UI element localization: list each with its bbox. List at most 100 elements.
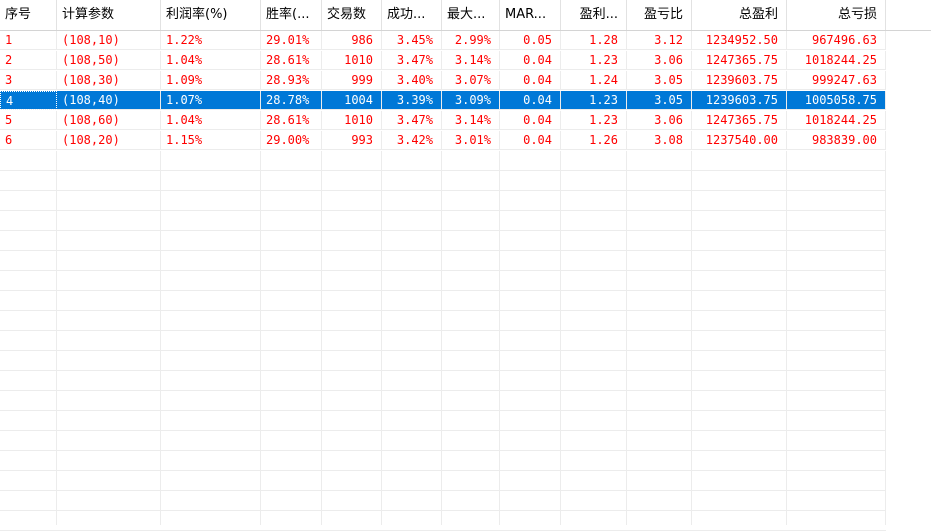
column-header-index[interactable]: 序号 <box>0 0 57 30</box>
grid-line <box>441 151 442 525</box>
table-cell: 3.05 <box>627 71 692 90</box>
grid-line <box>691 151 692 525</box>
table-cell: 0.04 <box>500 71 561 90</box>
column-header-params[interactable]: 计算参数 <box>57 0 161 30</box>
grid-line <box>160 151 161 525</box>
grid-line <box>260 151 261 525</box>
grid-line <box>0 470 886 471</box>
column-header-profit-rate[interactable]: 利润率(%) <box>161 0 261 30</box>
table-cell: 3.07% <box>442 71 500 90</box>
grid-line <box>0 250 886 251</box>
grid-line <box>0 170 886 171</box>
header-filler <box>886 0 931 31</box>
column-header-profit[interactable]: 盈利... <box>561 0 627 30</box>
grid-line <box>381 151 382 525</box>
table-cell: 2 <box>0 51 57 70</box>
table-cell: 3.14% <box>442 51 500 70</box>
table-cell: (108,20) <box>57 131 161 150</box>
table-cell: 0.04 <box>500 51 561 70</box>
table-cell: 1 <box>0 31 57 50</box>
table-row[interactable]: 5 (108,60) 1.04% 28.61% 1010 3.47% 3.14% 0.04 1.… <box>0 111 886 130</box>
table-cell: 999 <box>322 71 382 90</box>
column-header-total-profit[interactable]: 总盈利 <box>692 0 787 30</box>
grid-line <box>321 151 322 525</box>
table-cell: 1.23 <box>561 91 627 110</box>
column-header-win-rate[interactable]: 胜率(... <box>261 0 322 30</box>
table-cell: 1.07% <box>161 91 261 110</box>
column-header-profit-loss-ratio[interactable]: 盈亏比 <box>627 0 692 30</box>
table-cell: 3.40% <box>382 71 442 90</box>
table-cell: 3.12 <box>627 31 692 50</box>
table-cell: 3.39% <box>382 91 442 110</box>
table-cell: 3.09% <box>442 91 500 110</box>
table-cell: 1.26 <box>561 131 627 150</box>
grid-line <box>0 430 886 431</box>
table-cell: 1239603.75 <box>692 71 787 90</box>
table-cell: 999247.63 <box>787 71 886 90</box>
table-row[interactable]: 3 (108,30) 1.09% 28.93% 999 3.40% 3.07% 0.04 1.2… <box>0 71 886 90</box>
grid-header: 序号 计算参数 利润率(%) 胜率(... 交易数 成功... 最大... MA… <box>0 0 886 31</box>
grid-line <box>0 210 886 211</box>
column-header-success[interactable]: 成功... <box>382 0 442 30</box>
table-cell: 3.06 <box>627 111 692 130</box>
table-cell: 1.23 <box>561 111 627 130</box>
table-row[interactable]: 4 (108,40) 1.07% 28.78% 1004 3.39% 3.09% 0.04 1.… <box>0 91 886 110</box>
grid-line <box>786 151 787 525</box>
table-cell: 993 <box>322 131 382 150</box>
table-cell: 28.78% <box>261 91 322 110</box>
grid-line <box>56 151 57 525</box>
table-cell: 28.93% <box>261 71 322 90</box>
table-cell: 1.24 <box>561 71 627 90</box>
grid-line <box>885 151 886 525</box>
table-cell: 1.23 <box>561 51 627 70</box>
table-cell: 3.45% <box>382 31 442 50</box>
table-row[interactable]: 6 (108,20) 1.15% 29.00% 993 3.42% 3.01% 0.04 1.2… <box>0 131 886 150</box>
table-cell: 3.06 <box>627 51 692 70</box>
table-cell: 1234952.50 <box>692 31 787 50</box>
grid-line <box>0 270 886 271</box>
table-cell: (108,60) <box>57 111 161 130</box>
grid-line <box>0 370 886 371</box>
table-cell: 2.99% <box>442 31 500 50</box>
grid-line <box>0 490 886 491</box>
table-cell: 1018244.25 <box>787 111 886 130</box>
table-cell: 4 <box>0 91 57 110</box>
table-cell: 1247365.75 <box>692 111 787 130</box>
column-header-max[interactable]: 最大... <box>442 0 500 30</box>
table-cell: 1.04% <box>161 51 261 70</box>
grid-line <box>0 450 886 451</box>
table-cell: 0.05 <box>500 31 561 50</box>
table-cell: 967496.63 <box>787 31 886 50</box>
grid-line <box>0 230 886 231</box>
table-row[interactable]: 2 (108,50) 1.04% 28.61% 1010 3.47% 3.14% 0.04 1.… <box>0 51 886 70</box>
grid-line <box>0 190 886 191</box>
table-cell: 1.09% <box>161 71 261 90</box>
table-cell: 6 <box>0 131 57 150</box>
grid-line <box>0 330 886 331</box>
table-cell: 3.14% <box>442 111 500 130</box>
table-cell: 3 <box>0 71 57 90</box>
table-cell: 983839.00 <box>787 131 886 150</box>
table-cell: (108,30) <box>57 71 161 90</box>
table-cell: 1018244.25 <box>787 51 886 70</box>
column-header-total-loss[interactable]: 总亏损 <box>787 0 886 30</box>
table-cell: 3.42% <box>382 131 442 150</box>
table-row[interactable]: 1 (108,10) 1.22% 29.01% 986 3.45% 2.99% 0.05 1.2… <box>0 31 886 50</box>
table-cell: 1.22% <box>161 31 261 50</box>
table-cell: 0.04 <box>500 111 561 130</box>
table-cell: 0.04 <box>500 91 561 110</box>
table-cell: 986 <box>322 31 382 50</box>
table-cell: (108,40) <box>57 91 161 110</box>
column-header-mar[interactable]: MAR... <box>500 0 561 30</box>
grid-line <box>626 151 627 525</box>
table-cell: 1010 <box>322 111 382 130</box>
table-cell: 28.61% <box>261 111 322 130</box>
table-cell: 1.15% <box>161 131 261 150</box>
grid-line <box>0 350 886 351</box>
column-header-trade-count[interactable]: 交易数 <box>322 0 382 30</box>
table-cell: 1237540.00 <box>692 131 787 150</box>
table-cell: 29.01% <box>261 31 322 50</box>
grid-line <box>560 151 561 525</box>
table-cell: (108,10) <box>57 31 161 50</box>
